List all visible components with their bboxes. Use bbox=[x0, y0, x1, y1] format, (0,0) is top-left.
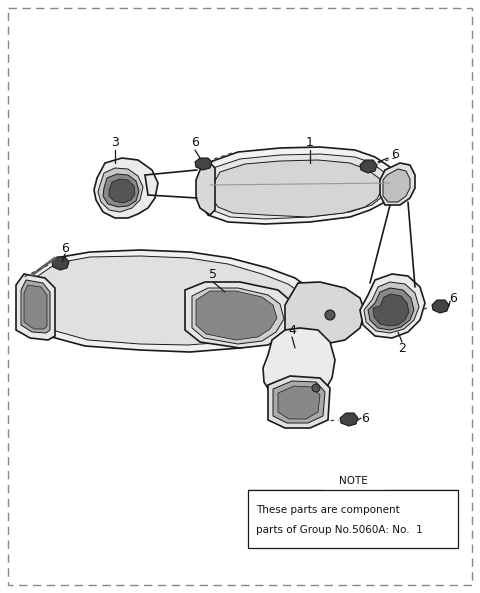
Text: 6: 6 bbox=[61, 241, 69, 254]
Polygon shape bbox=[185, 282, 295, 348]
Text: 5: 5 bbox=[209, 269, 217, 282]
Text: 6: 6 bbox=[391, 148, 399, 161]
Polygon shape bbox=[196, 163, 215, 215]
Polygon shape bbox=[285, 282, 365, 345]
Text: 6: 6 bbox=[449, 292, 457, 304]
Polygon shape bbox=[94, 158, 158, 218]
Polygon shape bbox=[21, 280, 50, 333]
Polygon shape bbox=[212, 160, 382, 217]
Circle shape bbox=[312, 384, 320, 392]
Polygon shape bbox=[368, 288, 414, 330]
Text: NOTE: NOTE bbox=[338, 476, 367, 486]
Polygon shape bbox=[192, 288, 284, 344]
Polygon shape bbox=[22, 250, 325, 352]
Polygon shape bbox=[24, 285, 47, 329]
Text: 6: 6 bbox=[361, 412, 369, 425]
Polygon shape bbox=[109, 179, 135, 203]
Polygon shape bbox=[383, 169, 410, 202]
Polygon shape bbox=[205, 154, 388, 219]
Text: 1: 1 bbox=[306, 136, 314, 149]
Polygon shape bbox=[98, 168, 143, 212]
Polygon shape bbox=[340, 413, 358, 426]
Text: These parts are component: These parts are component bbox=[256, 505, 400, 515]
Polygon shape bbox=[364, 282, 419, 333]
Circle shape bbox=[325, 310, 335, 320]
Text: parts of Group No.5060A: No.  1: parts of Group No.5060A: No. 1 bbox=[256, 525, 423, 535]
Polygon shape bbox=[52, 257, 69, 270]
Polygon shape bbox=[195, 158, 212, 170]
Polygon shape bbox=[278, 386, 320, 419]
Polygon shape bbox=[360, 274, 425, 338]
Bar bbox=[248, 490, 458, 548]
Polygon shape bbox=[16, 274, 55, 340]
Text: 4: 4 bbox=[288, 324, 296, 336]
Polygon shape bbox=[268, 376, 330, 428]
Text: 2: 2 bbox=[398, 342, 406, 355]
Polygon shape bbox=[28, 256, 315, 345]
Polygon shape bbox=[196, 291, 277, 340]
Text: 6: 6 bbox=[191, 136, 199, 149]
Polygon shape bbox=[373, 294, 409, 326]
Polygon shape bbox=[380, 163, 415, 205]
Text: 3: 3 bbox=[111, 136, 119, 149]
Polygon shape bbox=[360, 160, 377, 173]
Polygon shape bbox=[273, 381, 325, 423]
Polygon shape bbox=[432, 300, 449, 313]
Polygon shape bbox=[263, 328, 335, 404]
Polygon shape bbox=[200, 147, 395, 224]
Polygon shape bbox=[103, 174, 139, 207]
